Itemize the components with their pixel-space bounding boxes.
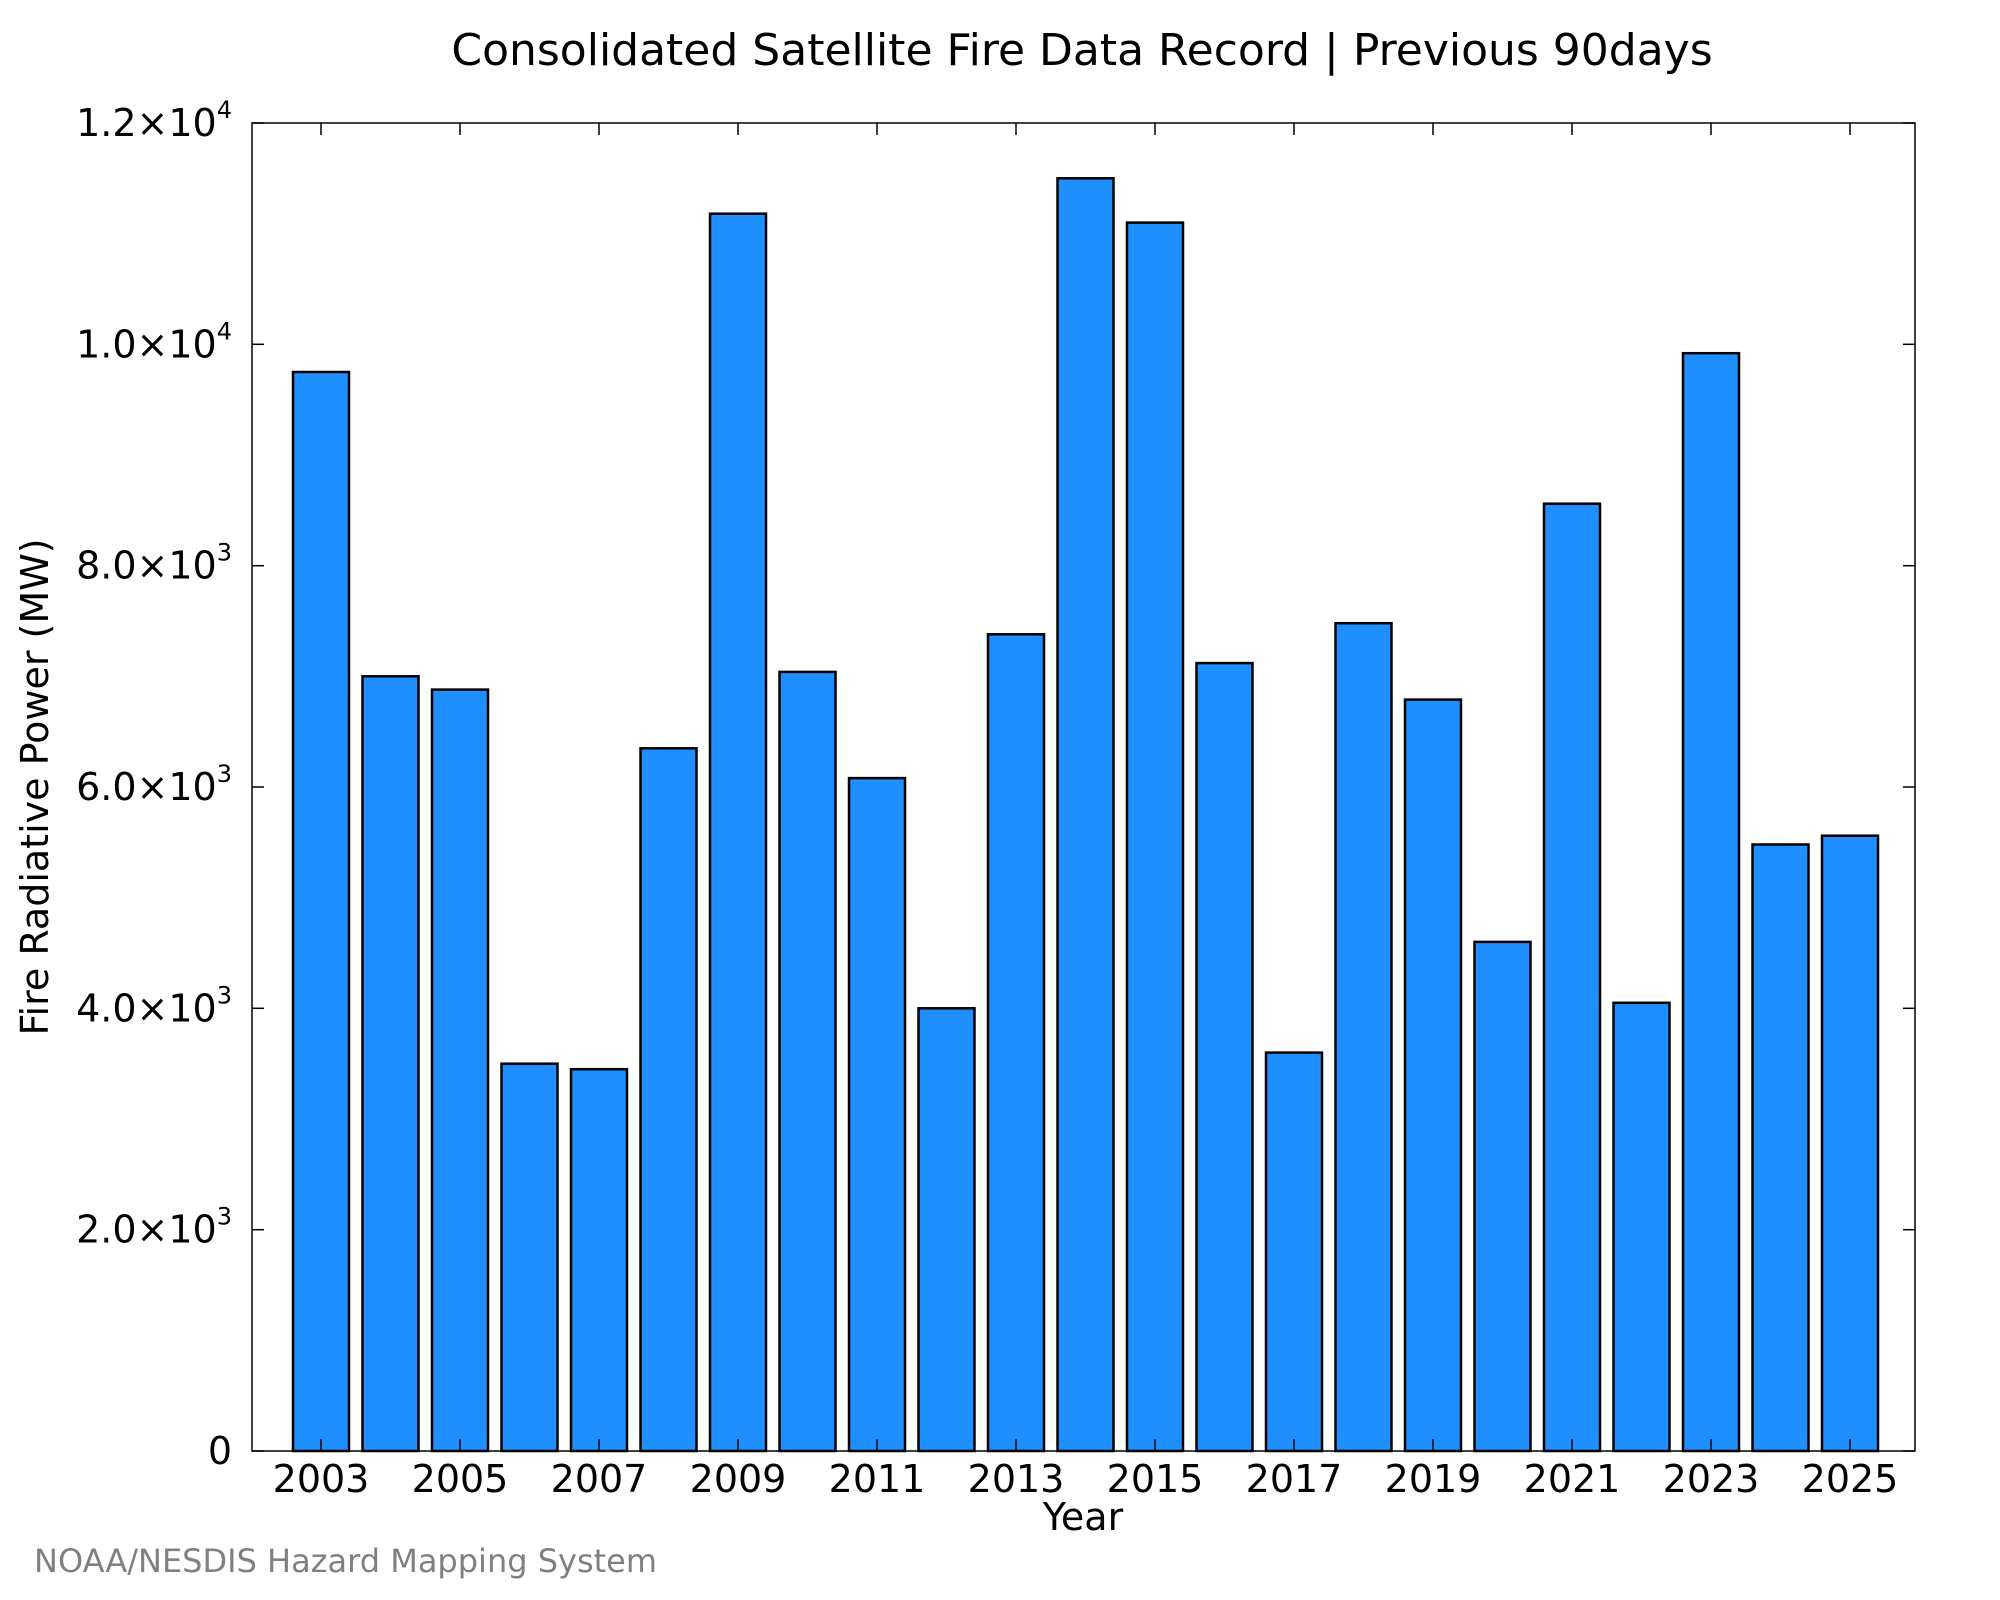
y-tick-label-6000: 6.0×103 [76, 760, 232, 809]
x-tick-label-2015: 2015 [1107, 1457, 1204, 1501]
bar-2012 [917, 1007, 976, 1453]
bar-2019 [1403, 698, 1463, 1453]
x-tick-label-2009: 2009 [690, 1457, 787, 1501]
y-tick-label-2000: 2.0×103 [76, 1203, 232, 1252]
y-tick-label-12000: 1.2×104 [76, 96, 232, 145]
bar-2007 [569, 1067, 629, 1453]
x-tick-label-2013: 2013 [968, 1457, 1065, 1501]
bar-2017 [1264, 1051, 1324, 1453]
x-tick-label-2007: 2007 [551, 1457, 648, 1501]
x-tick-label-2017: 2017 [1246, 1457, 1343, 1501]
bar-group [291, 177, 1880, 1453]
bar-2022 [1612, 1001, 1671, 1453]
bar-2014 [1056, 177, 1115, 1453]
x-tick-label-2025: 2025 [1802, 1457, 1899, 1501]
x-tick-label-2005: 2005 [412, 1457, 509, 1501]
x-tick-label-2003: 2003 [273, 1457, 370, 1501]
bar-2024 [1751, 843, 1810, 1453]
credit-text: NOAA/NESDIS Hazard Mapping System [34, 1542, 657, 1580]
bar-2021 [1542, 502, 1602, 1453]
bar-2023 [1681, 351, 1741, 1453]
bar-2015 [1125, 221, 1185, 1453]
bar-2016 [1195, 661, 1254, 1453]
bar-2005 [430, 688, 490, 1453]
x-tick-label-2011: 2011 [829, 1457, 926, 1501]
x-tick-label-2019: 2019 [1385, 1457, 1482, 1501]
y-axis: 0 2.0×103 4.0×103 6.0×103 8.0×103 1.0×104 1.2×… [76, 96, 1915, 1473]
bar-2025 [1820, 834, 1880, 1453]
x-axis: 2003 2005 2007 2009 2011 2013 2015 2017 2019 2021… [273, 123, 1899, 1501]
bar-2009 [708, 212, 768, 1453]
bar-2013 [986, 633, 1046, 1453]
bar-2011 [847, 776, 907, 1453]
bar-2020 [1473, 940, 1532, 1453]
y-tick-label-0: 0 [208, 1429, 232, 1473]
y-axis-label: Fire Radiative Power (MW) [13, 538, 57, 1035]
y-tick-label-10000: 1.0×104 [76, 317, 232, 366]
y-tick-label-8000: 8.0×103 [76, 539, 232, 588]
bar-2006 [500, 1062, 559, 1453]
y-tick-label-4000: 4.0×103 [76, 981, 232, 1030]
bar-2004 [361, 675, 420, 1453]
x-tick-label-2023: 2023 [1663, 1457, 1760, 1501]
bar-2018 [1334, 621, 1393, 1453]
chart-title: Consolidated Satellite Fire Data Record … [451, 25, 1712, 76]
bar-2008 [639, 747, 698, 1453]
bar-2010 [778, 670, 837, 1453]
x-tick-label-2021: 2021 [1524, 1457, 1621, 1501]
x-axis-label: Year [1042, 1495, 1124, 1539]
bar-2003 [291, 370, 351, 1453]
